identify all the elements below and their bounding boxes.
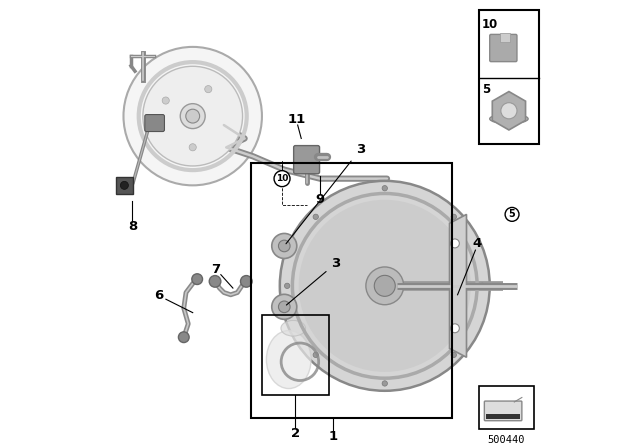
Circle shape: [162, 97, 170, 104]
Circle shape: [501, 103, 517, 119]
Circle shape: [192, 274, 202, 284]
Bar: [251, 163, 452, 418]
Polygon shape: [449, 215, 467, 358]
Bar: [479, 386, 534, 429]
Circle shape: [280, 181, 490, 391]
Ellipse shape: [490, 114, 528, 124]
Text: 4: 4: [472, 237, 481, 250]
Bar: [262, 315, 329, 395]
Text: 8: 8: [128, 220, 137, 233]
Circle shape: [205, 86, 212, 93]
Circle shape: [284, 283, 290, 289]
Circle shape: [374, 276, 396, 296]
Text: 9: 9: [316, 193, 324, 206]
Circle shape: [143, 66, 243, 166]
Circle shape: [278, 301, 290, 313]
FancyBboxPatch shape: [145, 115, 164, 132]
Circle shape: [451, 239, 460, 248]
Text: 7: 7: [211, 263, 221, 276]
Polygon shape: [492, 91, 525, 130]
Text: 10: 10: [276, 174, 288, 183]
Text: 1: 1: [329, 430, 338, 444]
Circle shape: [480, 283, 485, 289]
Circle shape: [179, 332, 189, 343]
Circle shape: [189, 144, 196, 151]
Circle shape: [382, 381, 387, 386]
Bar: [479, 10, 539, 144]
Circle shape: [272, 294, 297, 319]
Circle shape: [120, 181, 129, 190]
Circle shape: [124, 47, 262, 185]
Bar: [116, 177, 133, 194]
Circle shape: [186, 109, 200, 123]
Circle shape: [313, 214, 319, 220]
Circle shape: [272, 233, 297, 258]
Circle shape: [278, 240, 290, 252]
Circle shape: [209, 276, 221, 287]
Text: 10: 10: [482, 18, 498, 31]
Bar: [486, 414, 520, 419]
Bar: [500, 34, 510, 43]
FancyBboxPatch shape: [490, 34, 517, 62]
FancyBboxPatch shape: [294, 146, 319, 174]
Text: 5: 5: [482, 82, 490, 95]
Text: 6: 6: [154, 289, 163, 302]
Ellipse shape: [266, 331, 311, 388]
Circle shape: [382, 185, 387, 191]
Circle shape: [313, 352, 319, 358]
Text: 2: 2: [291, 427, 300, 440]
Circle shape: [366, 267, 404, 305]
Text: 11: 11: [287, 113, 306, 126]
FancyBboxPatch shape: [484, 401, 522, 421]
Text: 3: 3: [286, 143, 365, 244]
Text: 3: 3: [286, 257, 340, 305]
Circle shape: [451, 324, 460, 333]
Circle shape: [299, 200, 471, 372]
Circle shape: [180, 103, 205, 129]
Ellipse shape: [281, 320, 305, 336]
Circle shape: [451, 352, 456, 358]
Circle shape: [451, 214, 456, 220]
Text: 5: 5: [509, 209, 515, 220]
Circle shape: [241, 276, 252, 287]
Text: 500440: 500440: [488, 435, 525, 445]
